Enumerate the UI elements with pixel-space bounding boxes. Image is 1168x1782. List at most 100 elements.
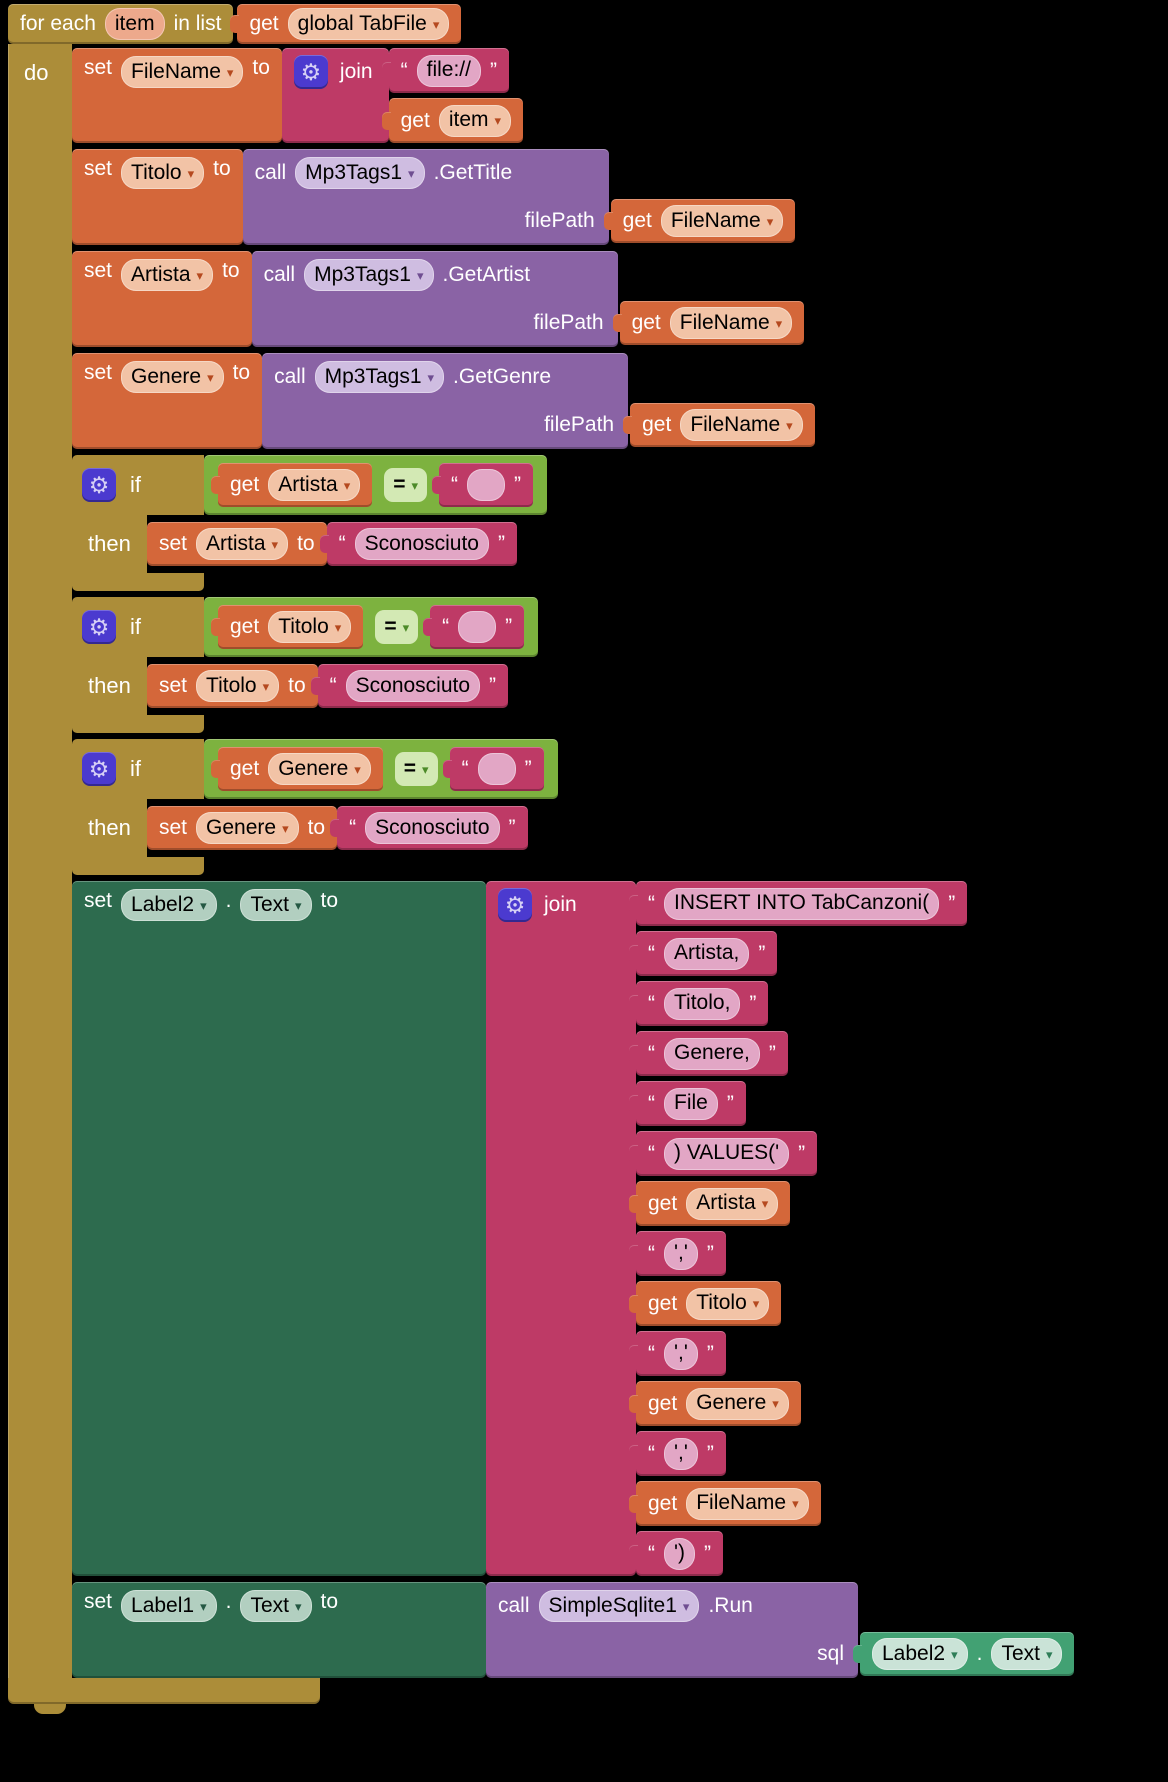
variable-dropdown-field[interactable]: FileName ▾ — [121, 56, 244, 88]
sql-string-block[interactable]: “ ',' ” — [636, 1431, 726, 1476]
component-dropdown-field[interactable]: SimpleSqlite1 ▾ — [538, 1590, 700, 1622]
call-mp3tags-getartist-block[interactable]: call Mp3Tags1 ▾ .GetArtist filePath get … — [251, 251, 805, 347]
get-global-tabfile-block[interactable]: get global TabFile ▾ — [237, 4, 462, 44]
sql-string-block[interactable]: “ Genere, ” — [636, 1031, 788, 1076]
mutator-gear-icon[interactable]: ⚙ — [82, 610, 116, 644]
variable-dropdown-field[interactable]: Genere ▾ — [121, 361, 224, 393]
variable-dropdown-field[interactable]: Titolo ▾ — [268, 611, 352, 643]
sql-string-block[interactable]: “ Artista, ” — [636, 931, 778, 976]
property-dropdown-field[interactable]: Text ▾ — [240, 1590, 312, 1622]
string-field[interactable] — [477, 753, 516, 785]
sconosciuto-string-block[interactable]: “ Sconosciuto ” — [326, 522, 517, 566]
call-mp3tags-gettitle-block[interactable]: call Mp3Tags1 ▾ .GetTitle filePath get F… — [242, 149, 796, 245]
string-field[interactable]: File — [664, 1087, 718, 1120]
string-field[interactable]: Sconosciuto — [354, 528, 489, 560]
string-field[interactable]: Genere, — [664, 1037, 760, 1070]
get-filename-block[interactable]: get FileName ▾ — [636, 1481, 821, 1526]
string-field[interactable]: file:// — [416, 54, 481, 87]
get-artista-block[interactable]: get Artista ▾ — [636, 1181, 791, 1226]
if-header[interactable]: ⚙ if — [72, 597, 204, 657]
string-field[interactable]: ) VALUES(' — [664, 1137, 790, 1170]
get-filename-block[interactable]: get FileName ▾ — [619, 301, 805, 345]
variable-dropdown-field[interactable]: Artista ▾ — [268, 469, 361, 501]
then-slot[interactable]: then — [72, 799, 147, 857]
set-genere-block[interactable]: set Genere ▾ to — [147, 806, 338, 850]
component-dropdown-field[interactable]: Label1 ▾ — [121, 1590, 217, 1622]
empty-string-block[interactable]: “ ” — [449, 747, 544, 791]
variable-dropdown-field[interactable]: item ▾ — [438, 104, 512, 137]
mutator-gear-icon[interactable]: ⚙ — [82, 468, 116, 502]
component-dropdown-field[interactable]: Label2 ▾ — [872, 1638, 968, 1670]
variable-dropdown-field[interactable]: Artista ▾ — [686, 1187, 779, 1220]
sconosciuto-string-block[interactable]: “ Sconosciuto ” — [317, 664, 509, 708]
equals-dropdown-field[interactable]: = ▾ — [375, 610, 419, 644]
set-label1-text-block[interactable]: set Label1 ▾ . Text ▾ to — [72, 1582, 486, 1678]
get-titolo-block[interactable]: get Titolo ▾ — [636, 1281, 782, 1326]
string-field[interactable]: Artista, — [664, 937, 750, 970]
sconosciuto-string-block[interactable]: “ Sconosciuto ” — [337, 806, 528, 850]
component-dropdown-field[interactable]: Label2 ▾ — [121, 889, 217, 921]
mutator-gear-icon[interactable]: ⚙ — [293, 55, 328, 89]
variable-dropdown-field[interactable]: FileName ▾ — [686, 1487, 809, 1520]
set-label2-text-block[interactable]: set Label2 ▾ . Text ▾ to — [72, 881, 486, 1576]
string-field[interactable] — [467, 469, 506, 501]
property-dropdown-field[interactable]: Text ▾ — [240, 889, 312, 921]
get-genere-block[interactable]: get Genere ▾ — [636, 1381, 801, 1426]
get-filename-block[interactable]: get FileName ▾ — [610, 199, 796, 243]
string-field[interactable]: ',' — [664, 1237, 698, 1270]
variable-dropdown-field[interactable]: Titolo ▾ — [196, 670, 280, 702]
variable-dropdown-field[interactable]: FileName ▾ — [680, 409, 803, 441]
variable-dropdown-field[interactable]: Titolo ▾ — [121, 157, 205, 189]
string-field[interactable]: ',' — [664, 1337, 698, 1370]
variable-dropdown-field[interactable]: Genere ▾ — [196, 812, 299, 844]
component-dropdown-field[interactable]: Mp3Tags1 ▾ — [304, 259, 434, 291]
get-titolo-block[interactable]: get Titolo ▾ — [218, 605, 364, 649]
string-field[interactable] — [458, 611, 497, 643]
then-slot[interactable]: then — [72, 657, 147, 715]
compare-equals-block[interactable]: get Titolo ▾ = ▾ “ — [204, 597, 539, 657]
variable-dropdown-field[interactable]: global TabFile ▾ — [287, 8, 450, 40]
join-block[interactable]: ⚙ join “ INSERT INTO TabCanzoni( ” “ Art… — [486, 881, 968, 1576]
get-filename-block[interactable]: get FileName ▾ — [630, 403, 815, 447]
component-dropdown-field[interactable]: Mp3Tags1 ▾ — [295, 157, 425, 189]
if-header[interactable]: ⚙ if — [72, 739, 204, 799]
call-simplesqlite-run-block[interactable]: call SimpleSqlite1 ▾ .Run sql Label2 ▾ — [486, 1582, 1075, 1678]
sql-string-block[interactable]: “ ',' ” — [636, 1331, 726, 1376]
property-dropdown-field[interactable]: Text ▾ — [991, 1638, 1063, 1670]
set-artista-block[interactable]: set Artista ▾ to — [147, 522, 327, 566]
component-dropdown-field[interactable]: Mp3Tags1 ▾ — [314, 361, 445, 393]
if-genere-block[interactable]: ⚙ if get Genere ▾ = ▾ — [72, 739, 967, 875]
empty-string-block[interactable]: “ ” — [439, 463, 534, 507]
if-block-bottom[interactable] — [72, 715, 204, 733]
set-filename-block[interactable]: set FileName ▾ to — [72, 48, 282, 143]
variable-dropdown-field[interactable]: Genere ▾ — [686, 1387, 789, 1420]
loop-variable-field[interactable]: item — [104, 8, 165, 40]
for-each-header[interactable]: for each item in list — [8, 4, 234, 44]
variable-dropdown-field[interactable]: FileName ▾ — [669, 307, 793, 339]
join-head[interactable]: ⚙ join — [486, 881, 636, 1576]
string-field[interactable]: Sconosciuto — [345, 670, 481, 702]
call-mp3tags-getgenre-block[interactable]: call Mp3Tags1 ▾ .GetGenre filePath get F… — [262, 353, 815, 449]
get-item-block[interactable]: get item ▾ — [388, 98, 524, 143]
sql-string-block[interactable]: “ ) VALUES(' ” — [636, 1131, 818, 1176]
sql-string-block[interactable]: “ ') ” — [636, 1531, 724, 1576]
variable-dropdown-field[interactable]: Genere ▾ — [268, 753, 371, 785]
if-block-bottom[interactable] — [72, 573, 204, 591]
text-string-block[interactable]: “ file:// ” — [388, 48, 509, 93]
variable-dropdown-field[interactable]: FileName ▾ — [660, 205, 784, 237]
set-genere-block[interactable]: set Genere ▾ to — [72, 353, 263, 449]
set-titolo-block[interactable]: set Titolo ▾ to — [72, 149, 243, 245]
for-each-block[interactable]: for each item in list get global TabFile… — [8, 4, 1075, 1714]
mutator-gear-icon[interactable]: ⚙ — [498, 888, 532, 922]
string-field[interactable]: ') — [664, 1537, 696, 1570]
sql-string-block[interactable]: “ ',' ” — [636, 1231, 726, 1276]
for-each-block-bottom[interactable] — [8, 1678, 320, 1714]
empty-string-block[interactable]: “ ” — [430, 605, 525, 649]
variable-dropdown-field[interactable]: Titolo ▾ — [686, 1287, 770, 1320]
if-block-bottom[interactable] — [72, 857, 204, 875]
string-field[interactable]: Titolo, — [664, 987, 741, 1020]
compare-equals-block[interactable]: get Artista ▾ = ▾ “ — [204, 455, 548, 515]
if-titolo-block[interactable]: ⚙ if get Titolo ▾ = ▾ — [72, 597, 967, 733]
set-artista-block[interactable]: set Artista ▾ to — [72, 251, 252, 347]
